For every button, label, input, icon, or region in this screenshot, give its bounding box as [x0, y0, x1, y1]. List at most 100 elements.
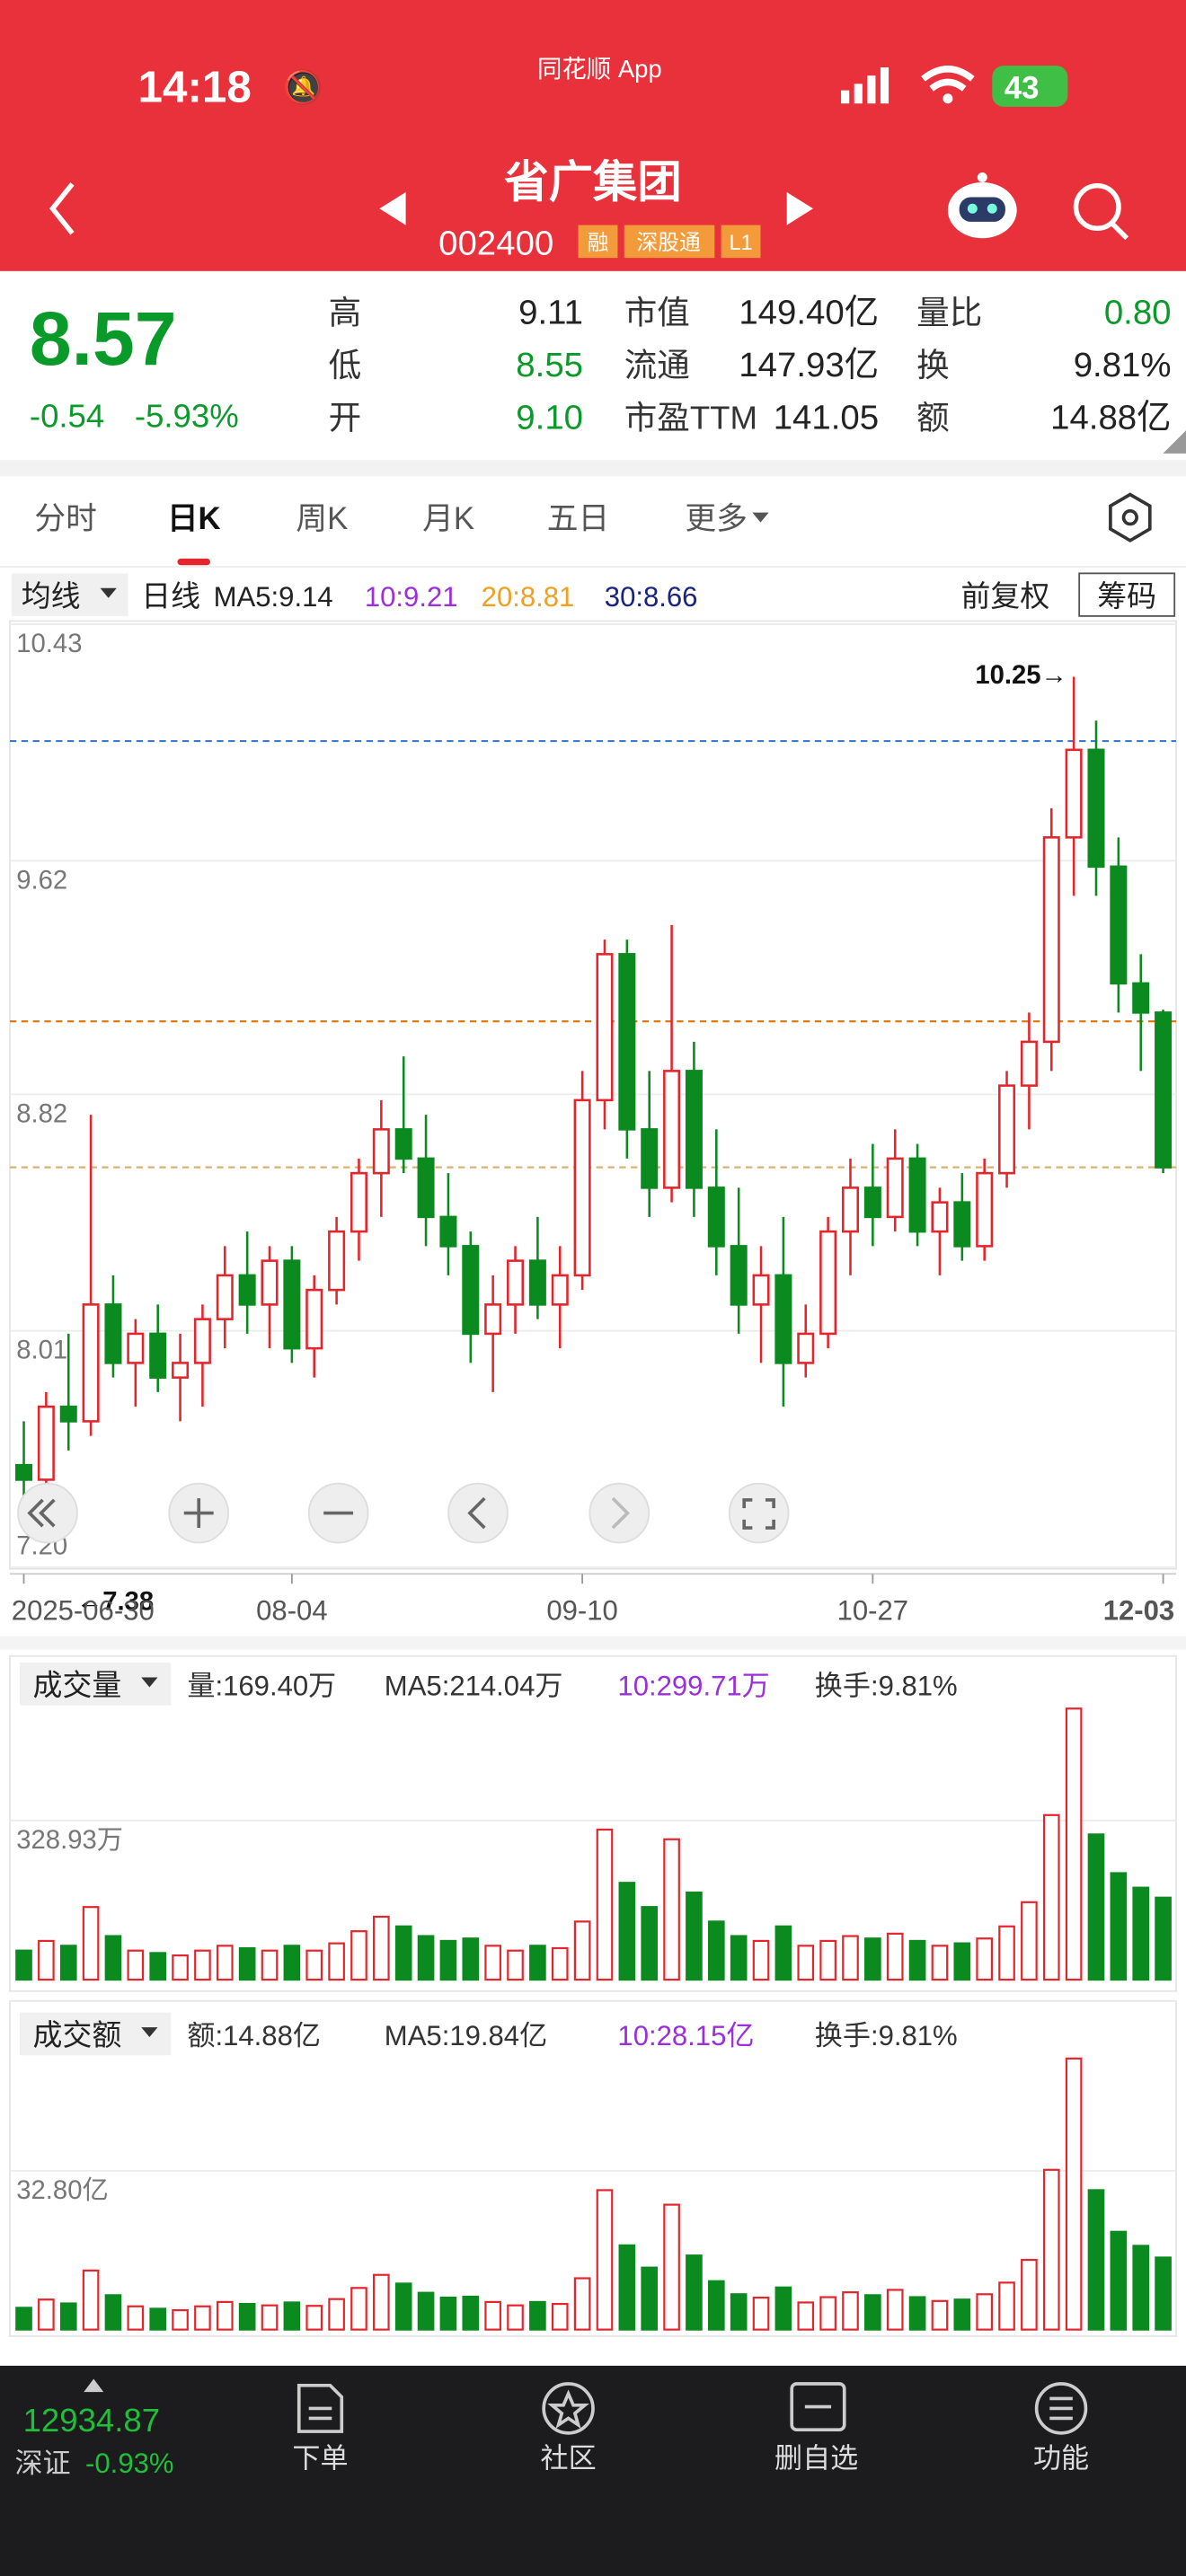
robot-icon[interactable]	[947, 172, 1017, 239]
amount-bar	[1155, 2256, 1172, 2331]
candle-body	[551, 1274, 569, 1306]
amount-bar	[462, 2295, 480, 2331]
amount-bar	[149, 2307, 167, 2331]
volume-bar	[686, 1891, 703, 1981]
volume-bar	[1110, 1872, 1128, 1981]
zoom-controls	[17, 1482, 790, 1544]
candle-body	[149, 1332, 167, 1379]
tab[interactable]: 更多	[685, 501, 747, 536]
volume-bar	[373, 1915, 390, 1981]
candle-body	[1155, 1011, 1173, 1169]
chips: 筹码	[1097, 579, 1156, 613]
field-label: 高	[329, 294, 362, 331]
amount-bar	[507, 2304, 524, 2331]
amount-bar	[686, 2254, 703, 2331]
volume-bar	[730, 1935, 748, 1981]
candle-body	[641, 1128, 659, 1189]
volume-bar	[1132, 1886, 1150, 1981]
candle-body	[417, 1157, 435, 1219]
candle-body	[1132, 982, 1150, 1014]
volume-select[interactable]	[19, 1663, 172, 1706]
y-tick-label: 328.93万	[16, 1826, 123, 1855]
volume-bar	[908, 1939, 926, 1981]
search-button[interactable]	[1073, 182, 1121, 231]
nav-item[interactable]: 社区	[541, 2442, 597, 2474]
tab[interactable]: 日K	[167, 502, 221, 536]
tab[interactable]: 分时	[34, 502, 96, 536]
amount-bar	[261, 2304, 279, 2331]
change-pct: -5.93%	[135, 398, 239, 435]
amount-bar	[864, 2294, 881, 2331]
collapse-button[interactable]	[17, 1482, 78, 1544]
volume-bar	[439, 1939, 457, 1981]
volume-bar	[484, 1945, 501, 1981]
amount-bar	[663, 2203, 680, 2331]
volume-bar	[261, 1949, 279, 1981]
amount-bar	[194, 2305, 211, 2331]
tab[interactable]: 五日	[547, 502, 609, 536]
y-tick-label: 32.80亿	[16, 2175, 108, 2205]
candle-body	[707, 1187, 725, 1248]
settings-button[interactable]	[1109, 492, 1152, 543]
next-stock[interactable]	[786, 192, 813, 225]
tag: L1	[729, 231, 752, 255]
status-time: 14:18	[138, 62, 252, 111]
panel-legend: MA5:214.04万	[385, 1671, 563, 1702]
amount-bar	[1110, 2230, 1128, 2331]
volume-frame	[9, 1654, 1177, 1992]
volume-bar	[305, 1949, 323, 1981]
volume-bar	[462, 1937, 480, 1981]
field-value: 149.40亿	[739, 293, 879, 331]
nav-item[interactable]: 下单	[292, 2442, 348, 2474]
prev-stock[interactable]	[379, 192, 406, 225]
back-button[interactable]	[49, 182, 75, 235]
index-value[interactable]: 12934.87	[23, 2402, 160, 2439]
candle-body	[172, 1362, 190, 1379]
volume-bar	[59, 1945, 77, 1981]
candle-body	[127, 1332, 145, 1364]
tab[interactable]: 月K	[422, 502, 474, 536]
chips-button[interactable]	[1078, 572, 1176, 617]
nav-icons	[296, 2382, 1088, 2435]
price: 8.57	[30, 296, 177, 381]
volume-bar	[15, 1949, 32, 1981]
wifi-icon	[921, 66, 975, 92]
amount-bar	[328, 2298, 345, 2331]
candle-body	[730, 1245, 748, 1306]
volume-bar	[172, 1954, 189, 1981]
amount-bar	[819, 2296, 836, 2331]
index-change: -0.93%	[85, 2448, 173, 2479]
zoom-glyphs	[27, 1496, 775, 1530]
amount-bar	[774, 2286, 792, 2331]
volume-bar	[328, 1942, 345, 1981]
dropdown-arrow	[100, 587, 117, 598]
up-arrow	[84, 2378, 104, 2393]
tag-bg	[624, 225, 715, 259]
settings-dot	[1121, 509, 1138, 526]
ma-legend: MA5:9.14 10:9.21 20:8.81 30:8.66	[214, 581, 698, 613]
nav-item[interactable]: 功能	[1033, 2442, 1089, 2474]
volume-bar	[931, 1945, 949, 1981]
field-value: 9.81%	[1074, 346, 1172, 384]
wifi-dot	[943, 93, 953, 104]
stock-name: 省广集团	[504, 157, 681, 207]
amount-bar	[1021, 2258, 1038, 2331]
amount-select[interactable]	[19, 2012, 172, 2056]
nav-item[interactable]: 删自选	[774, 2442, 858, 2474]
ma-label: MA5:9.14	[214, 581, 333, 613]
scroll-left[interactable]	[447, 1482, 509, 1544]
candle-body	[238, 1274, 256, 1306]
indicator: 均线	[22, 579, 81, 613]
signal-icon	[841, 66, 890, 104]
tab[interactable]: 周K	[296, 502, 348, 536]
adjust[interactable]: 前复权	[961, 579, 1050, 613]
y-tick-label: 10.43	[16, 630, 82, 658]
stock-code: 002400	[438, 224, 553, 262]
fullscreen[interactable]	[728, 1482, 790, 1544]
candle-body	[328, 1230, 346, 1292]
ma-label: 20:8.81	[482, 581, 575, 613]
amount-bar	[1087, 2189, 1105, 2331]
scroll-right[interactable]	[589, 1482, 651, 1544]
field-label: 流通	[624, 347, 690, 384]
